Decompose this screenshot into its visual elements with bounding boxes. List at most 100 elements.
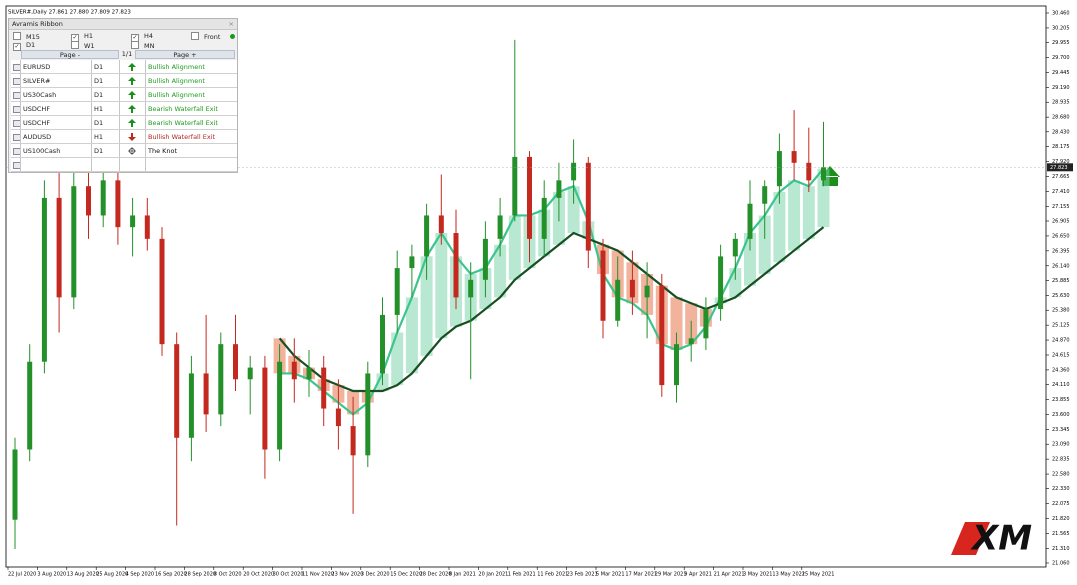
x-tick-label: 28 Dec 2020 <box>420 572 452 578</box>
x-tick-label: 25 May 2021 <box>802 572 835 578</box>
signal-icon <box>128 133 136 141</box>
timeframe-checkbox[interactable]: ✓ D1 <box>13 41 35 51</box>
symbol: USDCHF <box>23 105 51 113</box>
candle-body <box>159 238 165 345</box>
y-tick-label: 28.680 <box>1052 115 1070 121</box>
y-tick-label: 29.700 <box>1052 55 1070 61</box>
candle-body <box>497 215 503 239</box>
timeframe: D1 <box>94 147 104 155</box>
y-tick-label: 22.075 <box>1052 501 1070 507</box>
y-tick-label: 23.600 <box>1052 412 1070 418</box>
cell-border <box>145 158 146 171</box>
cell-border <box>119 102 120 115</box>
logo-mark <box>951 522 990 555</box>
y-tick-label: 26.140 <box>1052 263 1070 269</box>
checkbox[interactable] <box>131 41 139 49</box>
symbol: EURUSD <box>23 63 51 71</box>
candle-body <box>776 151 782 187</box>
timeframe-checkbox[interactable]: W1 <box>71 41 95 50</box>
candle-body <box>482 238 488 280</box>
candle-body <box>247 367 253 380</box>
signal-icon <box>128 105 136 113</box>
checkbox[interactable]: ✓ <box>13 43 21 51</box>
candle-body <box>762 186 768 204</box>
x-tick-label: 28 Sep 2020 <box>184 572 216 578</box>
price-label: 27.823 <box>1050 165 1068 171</box>
y-tick-label: 24.615 <box>1052 352 1070 358</box>
timeframe-checkbox[interactable]: ✓ H4 <box>131 32 153 42</box>
x-tick-label: 11 Feb 2021 <box>537 572 568 578</box>
timeframe-checkbox[interactable]: Front <box>191 32 220 41</box>
cell-border <box>20 158 21 171</box>
x-tick-label: 22 Jul 2020 <box>8 572 36 578</box>
cell-border <box>145 88 146 101</box>
y-tick-label: 22.835 <box>1052 457 1070 463</box>
checkbox[interactable] <box>13 32 21 40</box>
signal-row: US100Cash D1 The Knot <box>11 144 237 158</box>
x-tick-label: 3 Aug 2020 <box>37 572 66 578</box>
x-tick-label: 20 Jan 2021 <box>478 572 508 578</box>
candle-body <box>130 215 136 228</box>
x-tick-label: 15 Dec 2020 <box>390 572 422 578</box>
candle-body <box>380 314 385 374</box>
panel-title: Avramis Ribbon <box>12 20 63 28</box>
candle-body <box>41 197 47 362</box>
timeframe: D1 <box>94 119 104 127</box>
x-tick-label: 25 Aug 2020 <box>96 572 128 578</box>
x-tick-label: 16 Sep 2020 <box>155 572 187 578</box>
y-tick-label: 21.565 <box>1052 531 1070 537</box>
page-prev-button[interactable]: Page - <box>21 50 119 59</box>
x-tick-label: 17 Mar 2021 <box>625 572 657 578</box>
checkbox-label: W1 <box>84 42 95 50</box>
page-next-button[interactable]: Page + <box>135 50 235 59</box>
y-tick-label: 21.060 <box>1052 561 1070 567</box>
y-tick-label: 29.190 <box>1052 85 1070 91</box>
candle-body <box>71 186 77 298</box>
cell-border <box>145 60 146 73</box>
signal-text: Bullish Alignment <box>148 63 205 71</box>
signal-icon <box>128 119 136 127</box>
y-tick-label: 22.580 <box>1052 472 1070 478</box>
x-tick-label: 30 Oct 2020 <box>273 572 304 578</box>
x-tick-label: 5 Mar 2021 <box>596 572 625 578</box>
checkbox-label: M15 <box>26 33 40 41</box>
candle-body <box>203 373 209 415</box>
timeframe-checkbox[interactable]: MN <box>131 41 155 50</box>
timeframe-checkbox[interactable]: M15 <box>13 32 40 41</box>
y-tick-label: 25.125 <box>1052 323 1070 329</box>
y-tick-label: 23.855 <box>1052 397 1070 403</box>
candle-body <box>27 361 33 450</box>
y-tick-label: 25.630 <box>1052 293 1070 299</box>
close-button[interactable]: × <box>228 20 234 28</box>
timeframe-checkbox[interactable]: ✓ H1 <box>71 32 93 42</box>
candle-body <box>600 250 606 321</box>
candle-body <box>86 186 91 216</box>
cell-border <box>119 130 120 143</box>
candle-body <box>144 215 150 239</box>
timeframe: D1 <box>94 77 104 85</box>
candle-body <box>321 367 327 409</box>
signal-row <box>11 158 237 172</box>
symbol: US100Cash <box>23 147 61 155</box>
x-tick-label: 4 Sep 2020 <box>126 572 155 578</box>
candle-body <box>174 344 180 438</box>
candle-body <box>56 197 62 298</box>
y-tick-label: 25.380 <box>1052 308 1070 314</box>
checkbox[interactable] <box>71 41 79 49</box>
candle-body <box>718 256 724 310</box>
checkbox-label: MN <box>144 42 155 50</box>
checkbox[interactable] <box>191 32 199 40</box>
x-tick-label: 29 Mar 2021 <box>655 572 687 578</box>
signal-icon <box>128 91 136 99</box>
signal-row: AUDUSD H1 Bullish Waterfall Exit <box>11 130 237 144</box>
candle-body <box>732 238 738 257</box>
cell-border <box>20 144 21 157</box>
cell-border <box>145 102 146 115</box>
timeframe: H1 <box>94 133 104 141</box>
candle-body <box>791 151 797 163</box>
candle-body <box>306 367 312 380</box>
candle-body <box>659 285 665 386</box>
candle-body <box>233 344 238 380</box>
x-tick-label: 23 Feb 2021 <box>567 572 598 578</box>
signal-text: Bullish Alignment <box>148 91 205 99</box>
